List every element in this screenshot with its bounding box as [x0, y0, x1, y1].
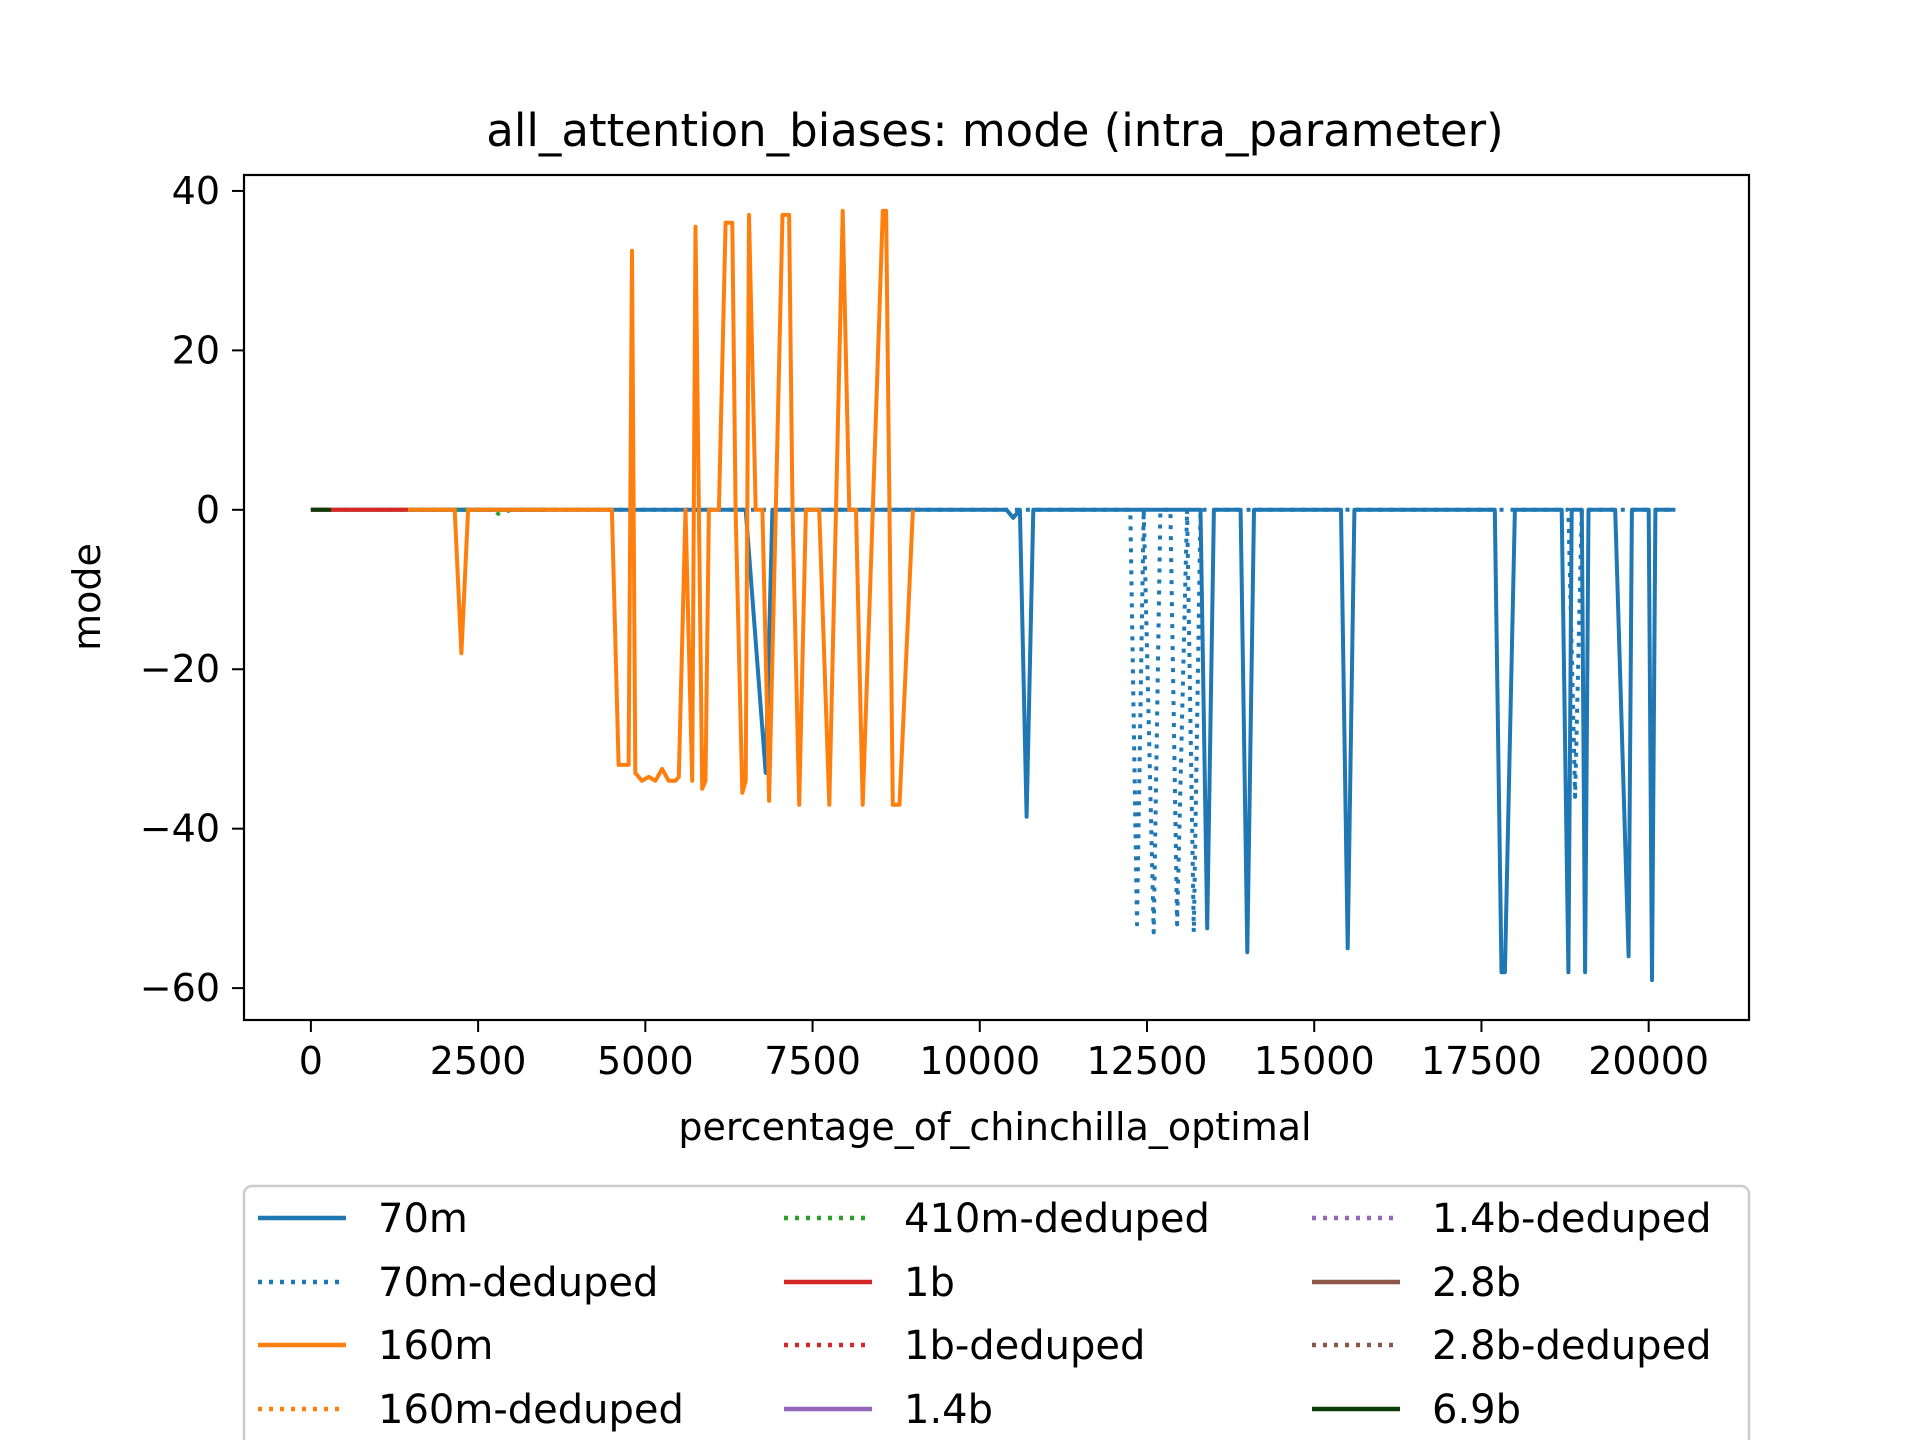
legend-label-70m-deduped: 70m-deduped — [378, 1260, 658, 1306]
chart-title: all_attention_biases: mode (intra_parame… — [486, 104, 1503, 157]
legend-label-70m: 70m — [378, 1196, 468, 1242]
y-axis-label: mode — [65, 543, 109, 651]
y-tick-label: 20 — [172, 328, 220, 372]
x-tick-label: 2500 — [430, 1039, 527, 1083]
x-tick-label: 0 — [299, 1039, 323, 1083]
plot-frame — [242, 173, 1751, 1022]
legend-label-1b: 1b — [904, 1260, 955, 1306]
series-line-70m-deduped — [310, 507, 1676, 935]
x-tick-label: 5000 — [597, 1039, 694, 1083]
x-axis: 0 2500 5000 7500 10000 12500 15000 17500 20000 — [299, 1020, 1709, 1083]
legend-label-410m-deduped: 410m-deduped — [904, 1196, 1210, 1242]
x-tick-label: 7500 — [764, 1039, 861, 1083]
x-tick-label: 20000 — [1588, 1039, 1709, 1083]
x-tick-label: 17500 — [1421, 1039, 1542, 1083]
y-axis: −60 −40 −20 0 20 40 — [140, 169, 244, 1010]
series-line-160m — [310, 208, 915, 807]
legend-frame — [242, 1184, 1751, 1440]
series-layer — [310, 208, 1676, 983]
series-line-70m — [310, 507, 1676, 983]
legend-label-6.9b: 6.9b — [1432, 1387, 1521, 1433]
legend-label-160m-deduped: 160m-deduped — [378, 1387, 684, 1433]
x-tick-label: 15000 — [1254, 1039, 1375, 1083]
y-tick-label: 0 — [196, 488, 220, 532]
legend-label-1.4b: 1.4b — [904, 1387, 993, 1433]
x-tick-label: 10000 — [919, 1039, 1040, 1083]
x-axis-label: percentage_of_chinchilla_optimal — [678, 1105, 1311, 1149]
legend-label-1b-deduped: 1b-deduped — [904, 1323, 1145, 1369]
legend-label-160m: 160m — [378, 1323, 493, 1369]
x-tick-label: 12500 — [1087, 1039, 1208, 1083]
legend-label-2.8b-deduped: 2.8b-deduped — [1432, 1323, 1712, 1369]
legend: 70m 70m-deduped 160m 160m-deduped 410m-dedup… — [242, 1184, 1751, 1440]
legend-label-2.8b: 2.8b — [1432, 1260, 1521, 1306]
y-tick-label: 40 — [172, 169, 220, 213]
y-tick-label: −60 — [140, 966, 220, 1010]
y-tick-label: −20 — [140, 647, 220, 691]
legend-label-1.4b-deduped: 1.4b-deduped — [1432, 1196, 1712, 1242]
y-tick-label: −40 — [140, 807, 220, 851]
